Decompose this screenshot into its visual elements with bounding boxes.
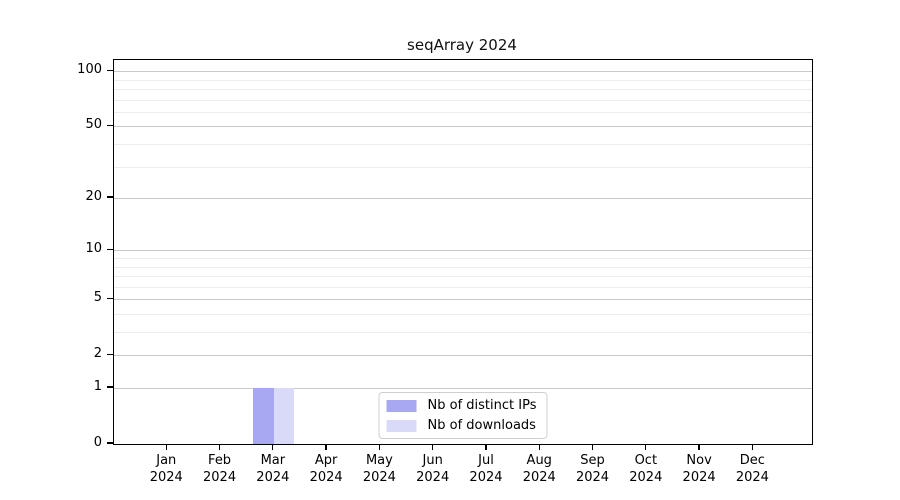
x-tick-label: Nov 2024 <box>664 452 734 486</box>
gridline-major <box>114 250 812 252</box>
y-tick-mark <box>106 442 113 444</box>
gridline-minor <box>114 89 812 90</box>
x-tick-label: Jun 2024 <box>398 452 468 486</box>
legend-label-distinct-ips: Nb of distinct IPs <box>427 398 537 413</box>
x-tick-label: May 2024 <box>344 452 414 486</box>
y-tick-mark <box>106 124 113 127</box>
x-tick-label-line: May <box>365 453 393 468</box>
gridline-major <box>114 355 812 357</box>
gridline-major <box>114 388 812 389</box>
legend-item-downloads: Nb of downloads <box>386 418 537 433</box>
x-tick-mark <box>751 444 754 451</box>
x-tick-label-line: 2024 <box>469 470 503 485</box>
gridline-minor <box>114 79 812 81</box>
x-tick-label: Feb 2024 <box>185 452 255 486</box>
gridline-minor <box>114 166 812 168</box>
x-tick-mark <box>591 444 594 451</box>
x-tick-mark <box>432 444 434 451</box>
chart-title: seqArray 2024 <box>407 36 517 54</box>
x-tick-label-line: Nov <box>686 453 712 468</box>
y-tick-mark <box>106 386 113 388</box>
gridline-minor <box>114 286 812 288</box>
gridline-minor <box>114 144 812 145</box>
gridline-major <box>114 198 812 200</box>
x-tick-label-line: Jun <box>422 453 443 468</box>
gridline-major <box>114 299 812 301</box>
gridline-minor <box>114 257 812 259</box>
x-tick-label-line: 2024 <box>416 470 450 485</box>
gridline-minor <box>114 276 812 278</box>
x-tick-label-line: Apr <box>314 453 338 468</box>
x-tick-mark <box>538 444 540 451</box>
y-tick-mark <box>106 353 113 355</box>
x-tick-label: Jan 2024 <box>131 452 201 486</box>
x-tick-label-line: Jan <box>156 453 177 468</box>
y-tick-mark <box>106 248 113 250</box>
x-tick-label-line: Feb <box>208 453 232 468</box>
y-tick-label: 1 <box>93 379 102 394</box>
x-tick-label-line: 2024 <box>149 470 183 485</box>
plot-area: Nb of distinct IPs Nb of downloads <box>113 59 813 445</box>
x-tick-label-line: 2024 <box>682 470 716 485</box>
legend-swatch-distinct-ips <box>386 399 417 412</box>
y-tick-label: 5 <box>93 290 102 306</box>
x-tick-mark <box>325 444 327 451</box>
gridline-major <box>114 126 812 128</box>
x-tick-mark <box>218 444 221 451</box>
x-tick-label-line: Mar <box>260 453 286 468</box>
x-tick-label-line: Dec <box>739 453 765 468</box>
x-tick-label-line: Oct <box>634 453 658 468</box>
x-tick-mark <box>698 444 700 451</box>
bar-downloads <box>273 388 295 444</box>
x-tick-label-line: 2024 <box>309 470 343 485</box>
x-tick-mark <box>645 444 647 451</box>
legend-swatch-downloads <box>386 419 417 432</box>
x-tick-label: Oct 2024 <box>611 452 681 486</box>
x-tick-label-line: 2024 <box>522 470 556 485</box>
y-tick-label: 20 <box>85 189 102 205</box>
y-tick-mark <box>106 297 113 299</box>
x-tick-label: Mar 2024 <box>238 452 308 486</box>
x-tick-mark <box>378 444 381 451</box>
x-tick-mark <box>272 444 274 451</box>
gridline-major <box>114 71 812 73</box>
x-tick-label: Sep 2024 <box>558 452 628 486</box>
x-tick-label: Aug 2024 <box>504 452 574 486</box>
x-tick-label-line: 2024 <box>203 470 237 485</box>
y-tick-label: 50 <box>85 117 102 133</box>
y-tick-mark <box>106 69 113 71</box>
gridline-minor <box>114 313 812 315</box>
bar-distinct-ips <box>253 388 274 444</box>
x-tick-label: Apr 2024 <box>291 452 361 486</box>
x-tick-label-line: Aug <box>526 453 552 468</box>
x-tick-label-line: 2024 <box>256 470 290 485</box>
x-tick-label: Dec 2024 <box>717 452 787 486</box>
x-tick-label-line: 2024 <box>362 470 396 485</box>
y-tick-label: 2 <box>93 346 102 362</box>
x-tick-mark <box>165 444 167 451</box>
x-tick-label-line: 2024 <box>575 470 610 485</box>
gridline-minor <box>114 266 812 268</box>
x-tick-label-line: 2024 <box>735 470 769 485</box>
x-tick-label-line: Jul <box>478 453 494 468</box>
gridline-minor <box>114 332 812 333</box>
y-tick-label: 10 <box>85 241 102 257</box>
legend-item-distinct-ips: Nb of distinct IPs <box>386 398 537 413</box>
y-tick-label: 0 <box>93 435 102 450</box>
x-tick-label: Jul 2024 <box>451 452 521 486</box>
legend-label-downloads: Nb of downloads <box>427 418 536 433</box>
x-tick-label-line: Sep <box>580 453 605 468</box>
gridline-minor <box>114 111 812 113</box>
x-tick-label-line: 2024 <box>629 470 663 485</box>
legend: Nb of distinct IPs Nb of downloads <box>378 392 548 439</box>
x-tick-mark <box>485 444 487 451</box>
gridline-minor <box>114 99 812 101</box>
y-tick-label: 100 <box>77 62 102 78</box>
y-tick-mark <box>106 196 113 198</box>
